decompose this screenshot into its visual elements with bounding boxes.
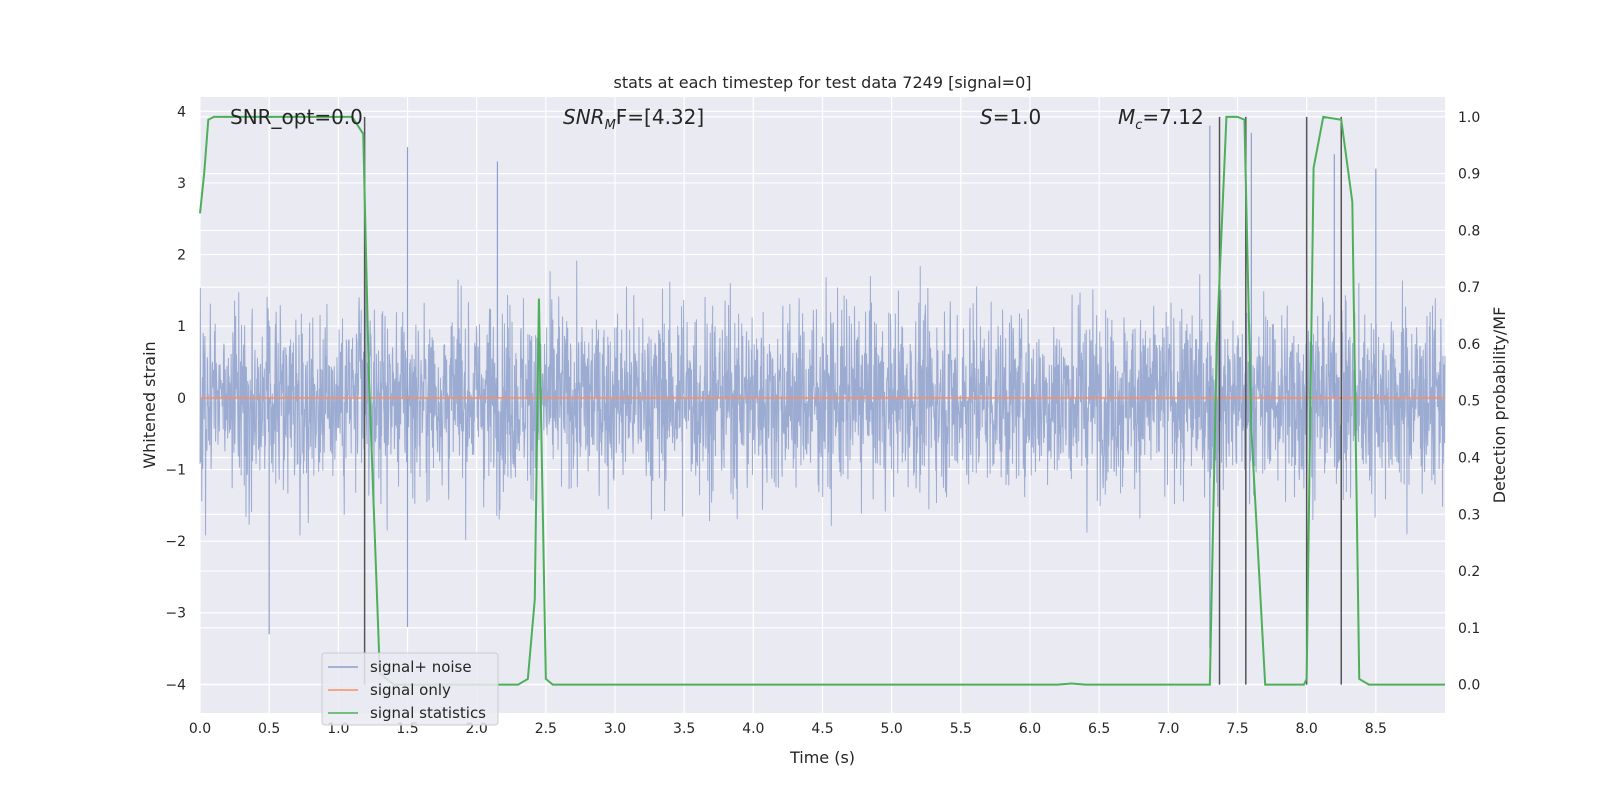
y-left-tick-label: 0 [177, 391, 186, 407]
y-left-tick-label: −4 [165, 677, 186, 693]
x-tick-label: 3.5 [673, 721, 695, 737]
annotation-mc-subscript: c [1135, 118, 1142, 133]
y-right-tick-label: 0.1 [1458, 621, 1480, 637]
x-tick-label: 5.5 [950, 721, 972, 737]
x-tick-label: 4.0 [742, 721, 764, 737]
y-left-tick-label: 3 [177, 176, 186, 192]
annotation-mc-value: =7.12 [1142, 105, 1203, 129]
annotation-snr-mf-value: F=[4.32] [616, 105, 704, 129]
x-tick-label: 2.5 [535, 721, 557, 737]
legend-label-signal-noise: signal+ noise [370, 658, 472, 676]
y-right-tick-label: 0.2 [1458, 564, 1480, 580]
x-tick-label: 0.5 [258, 721, 280, 737]
chart-title: stats at each timestep for test data 724… [613, 73, 1031, 92]
y-right-tick-label: 0.0 [1458, 678, 1480, 694]
x-axis-ticks: 0.0 0.5 1.0 1.5 2.0 2.5 3.0 3.5 4.0 4.5 5.0 5.5 6.0 6… [189, 721, 1387, 737]
y-axis-left-ticks: 4 3 2 1 0 −1 −2 −3 −4 [165, 104, 186, 693]
y-axis-left-label: Whitened strain [140, 341, 159, 468]
y-left-tick-label: 1 [177, 319, 186, 335]
x-tick-label: 0.0 [189, 721, 211, 737]
x-tick-label: 3.0 [604, 721, 626, 737]
series-signal-noise [199, 125, 1446, 649]
legend: signal+ noise signal only signal statist… [321, 652, 499, 726]
x-tick-label: 7.0 [1157, 721, 1179, 737]
annotation-snr-opt: SNR_opt=0.0 [230, 105, 363, 129]
y-left-tick-label: −1 [165, 462, 186, 478]
legend-label-signal-statistics: signal statistics [370, 704, 486, 722]
annotation-snr-mf: SNRMF=[4.32] [563, 105, 704, 133]
x-tick-label: 8.0 [1296, 721, 1318, 737]
y-right-tick-label: 0.4 [1458, 451, 1480, 467]
annotation-snr-mf-subscript: M [605, 118, 616, 133]
annotation-s-symbol: S [980, 105, 993, 129]
x-axis-label: Time (s) [789, 748, 855, 767]
y-left-tick-label: −2 [165, 534, 186, 550]
y-right-tick-label: 1.0 [1458, 110, 1480, 126]
y-right-tick-label: 0.5 [1458, 394, 1480, 410]
y-axis-right-ticks: 1.0 0.9 0.8 0.7 0.6 0.5 0.4 0.3 0.2 0.1 0.0 [1458, 110, 1480, 694]
annotation-s: S=1.0 [980, 105, 1041, 129]
y-right-tick-label: 0.9 [1458, 167, 1480, 183]
annotation-mc-symbol: M [1118, 105, 1135, 129]
x-tick-label: 7.5 [1226, 721, 1248, 737]
y-right-tick-label: 0.7 [1458, 280, 1480, 296]
annotation-snr-mf-symbol: SNR [563, 105, 605, 129]
y-left-tick-label: −3 [165, 606, 186, 622]
x-tick-label: 4.5 [811, 721, 833, 737]
x-tick-label: 6.5 [1088, 721, 1110, 737]
legend-box [321, 652, 499, 726]
x-tick-label: 8.5 [1365, 721, 1387, 737]
y-left-tick-label: 4 [177, 104, 186, 120]
y-right-tick-label: 0.3 [1458, 507, 1480, 523]
y-axis-right-label: Detection probability/MF [1490, 307, 1509, 504]
y-right-tick-label: 0.8 [1458, 223, 1480, 239]
annotation-s-value: =1.0 [993, 105, 1042, 129]
annotation-mc: Mc=7.12 [1118, 105, 1204, 133]
x-tick-label: 6.0 [1019, 721, 1041, 737]
series-signal-statistics [199, 115, 1445, 686]
x-tick-label: 5.0 [881, 721, 903, 737]
y-right-tick-label: 0.6 [1458, 337, 1480, 353]
y-left-tick-label: 2 [177, 248, 186, 264]
legend-label-signal-only: signal only [370, 681, 451, 699]
signal-statistics-line [199, 115, 1445, 686]
